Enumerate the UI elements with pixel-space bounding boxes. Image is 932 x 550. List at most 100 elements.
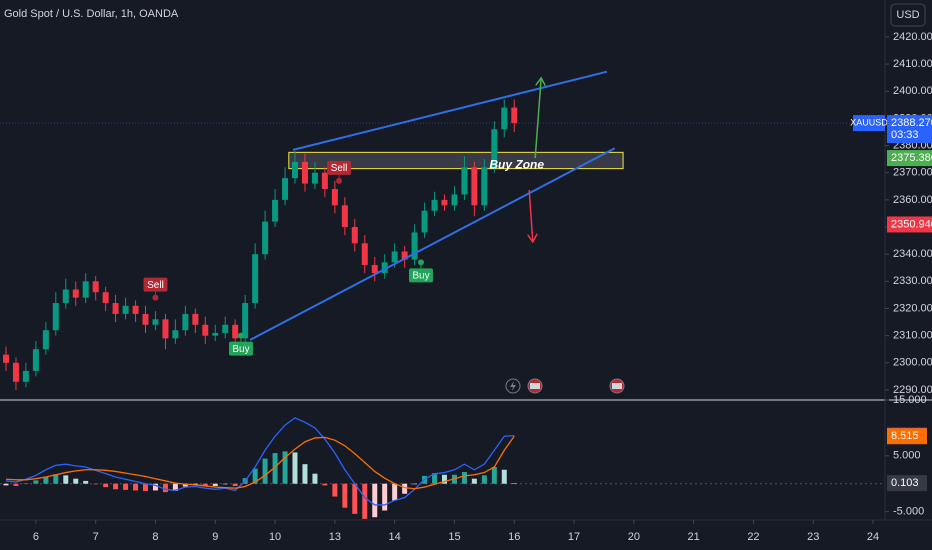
candle-body — [491, 129, 498, 168]
histogram-bar — [13, 483, 19, 486]
histogram-bar — [501, 469, 507, 484]
histogram-bar — [152, 483, 158, 491]
candle-body — [212, 332, 219, 336]
candle-body — [192, 313, 199, 325]
candle-body — [12, 362, 19, 382]
signal-label: Sell — [331, 163, 348, 174]
price-label: 2350.940 — [891, 218, 932, 230]
candle-body — [152, 319, 159, 325]
y-tick-label: 2300.000 — [893, 357, 932, 369]
histogram-bar — [372, 483, 378, 518]
candle-body — [381, 262, 388, 274]
value-label: 0.103 — [891, 477, 919, 489]
arrow — [529, 190, 533, 242]
candle-body — [401, 251, 408, 260]
signal-dot — [336, 177, 343, 184]
y-tick-label: 5.000 — [893, 450, 921, 462]
signal-dot — [417, 259, 424, 266]
candle-body — [122, 305, 129, 314]
candle-body — [441, 199, 448, 206]
candle-body — [311, 172, 318, 184]
candle-body — [102, 292, 109, 304]
trendline — [249, 147, 616, 341]
trendline — [292, 70, 608, 151]
candle-body — [202, 324, 209, 336]
candle-body — [411, 232, 418, 260]
symbol-label: XAUUSD — [850, 117, 888, 127]
histogram-bar — [491, 466, 497, 484]
candle-body — [341, 205, 348, 228]
candle-body — [72, 289, 79, 298]
candle-body — [42, 330, 49, 350]
histogram-bar — [382, 483, 388, 511]
candle-body — [301, 161, 308, 184]
y-tick-label: 2360.000 — [893, 194, 932, 206]
signal-box — [143, 277, 168, 292]
countdown: 03:33 — [891, 129, 919, 141]
histogram-bar — [432, 473, 438, 484]
histogram-bar — [53, 474, 59, 484]
x-tick-label: 10 — [269, 531, 281, 543]
event-icons — [505, 378, 625, 394]
histogram-bar — [103, 483, 109, 488]
histogram-bar — [3, 483, 9, 486]
buy-zone — [288, 151, 624, 170]
candle-body — [62, 289, 69, 304]
chart-title: Gold Spot / U.S. Dollar, 1h, OANDA — [4, 8, 179, 20]
signal-dot — [237, 332, 244, 339]
value-label-box — [887, 475, 927, 492]
y-tick-label: -5.000 — [893, 506, 924, 518]
histogram-bar — [252, 468, 258, 484]
candle-body — [511, 107, 518, 124]
histogram-bar — [461, 472, 467, 484]
candle-body — [52, 303, 59, 331]
histogram-bar — [292, 452, 298, 484]
signal-label: Sell — [147, 280, 164, 291]
x-tick-label: 9 — [212, 531, 218, 543]
x-tick-label: 22 — [747, 531, 759, 543]
candle-body — [32, 349, 39, 371]
x-tick-label: 24 — [867, 531, 879, 543]
symbol-box — [853, 115, 885, 132]
x-tick-label: 15 — [448, 531, 460, 543]
histogram-bar — [23, 483, 29, 484]
signal-label: Buy — [232, 344, 249, 355]
currency[interactable]: USD — [896, 9, 919, 21]
candle-body — [222, 324, 229, 333]
histogram-bar — [63, 475, 69, 484]
y-tick-label: 2290.000 — [893, 384, 932, 396]
histogram-bar — [123, 483, 129, 490]
signal-box — [408, 268, 433, 283]
signal-box — [228, 341, 253, 356]
histogram-bar — [392, 483, 398, 501]
histogram-bar — [511, 483, 517, 484]
x-tick-label: 20 — [628, 531, 640, 543]
y-tick-label: 15.000 — [893, 394, 927, 406]
candle-body — [132, 305, 139, 314]
candle-body — [501, 107, 508, 130]
candle-body — [262, 221, 269, 255]
histogram-bar — [232, 483, 238, 486]
histogram-bar — [212, 483, 218, 486]
currency-button[interactable] — [890, 3, 926, 27]
histogram-bar — [73, 478, 79, 484]
x-tick-label: 13 — [329, 531, 341, 543]
arrow — [534, 78, 541, 159]
x-tick-label: 16 — [508, 531, 520, 543]
histogram-bar — [222, 483, 228, 485]
value-label: 8.515 — [891, 430, 919, 442]
value-label-box — [887, 428, 927, 445]
candle-body — [291, 161, 298, 179]
histogram-bar — [172, 483, 178, 491]
candle-body — [331, 189, 338, 206]
histogram-bar — [471, 478, 477, 484]
candle-body — [421, 210, 428, 233]
y-tick-label: 2330.000 — [893, 275, 932, 287]
price-label-box — [887, 216, 932, 233]
candle-body — [391, 251, 398, 263]
histogram-bar — [93, 483, 99, 485]
signal-box — [327, 160, 352, 175]
histogram-bar — [142, 483, 148, 491]
x-tick-label: 6 — [33, 531, 39, 543]
